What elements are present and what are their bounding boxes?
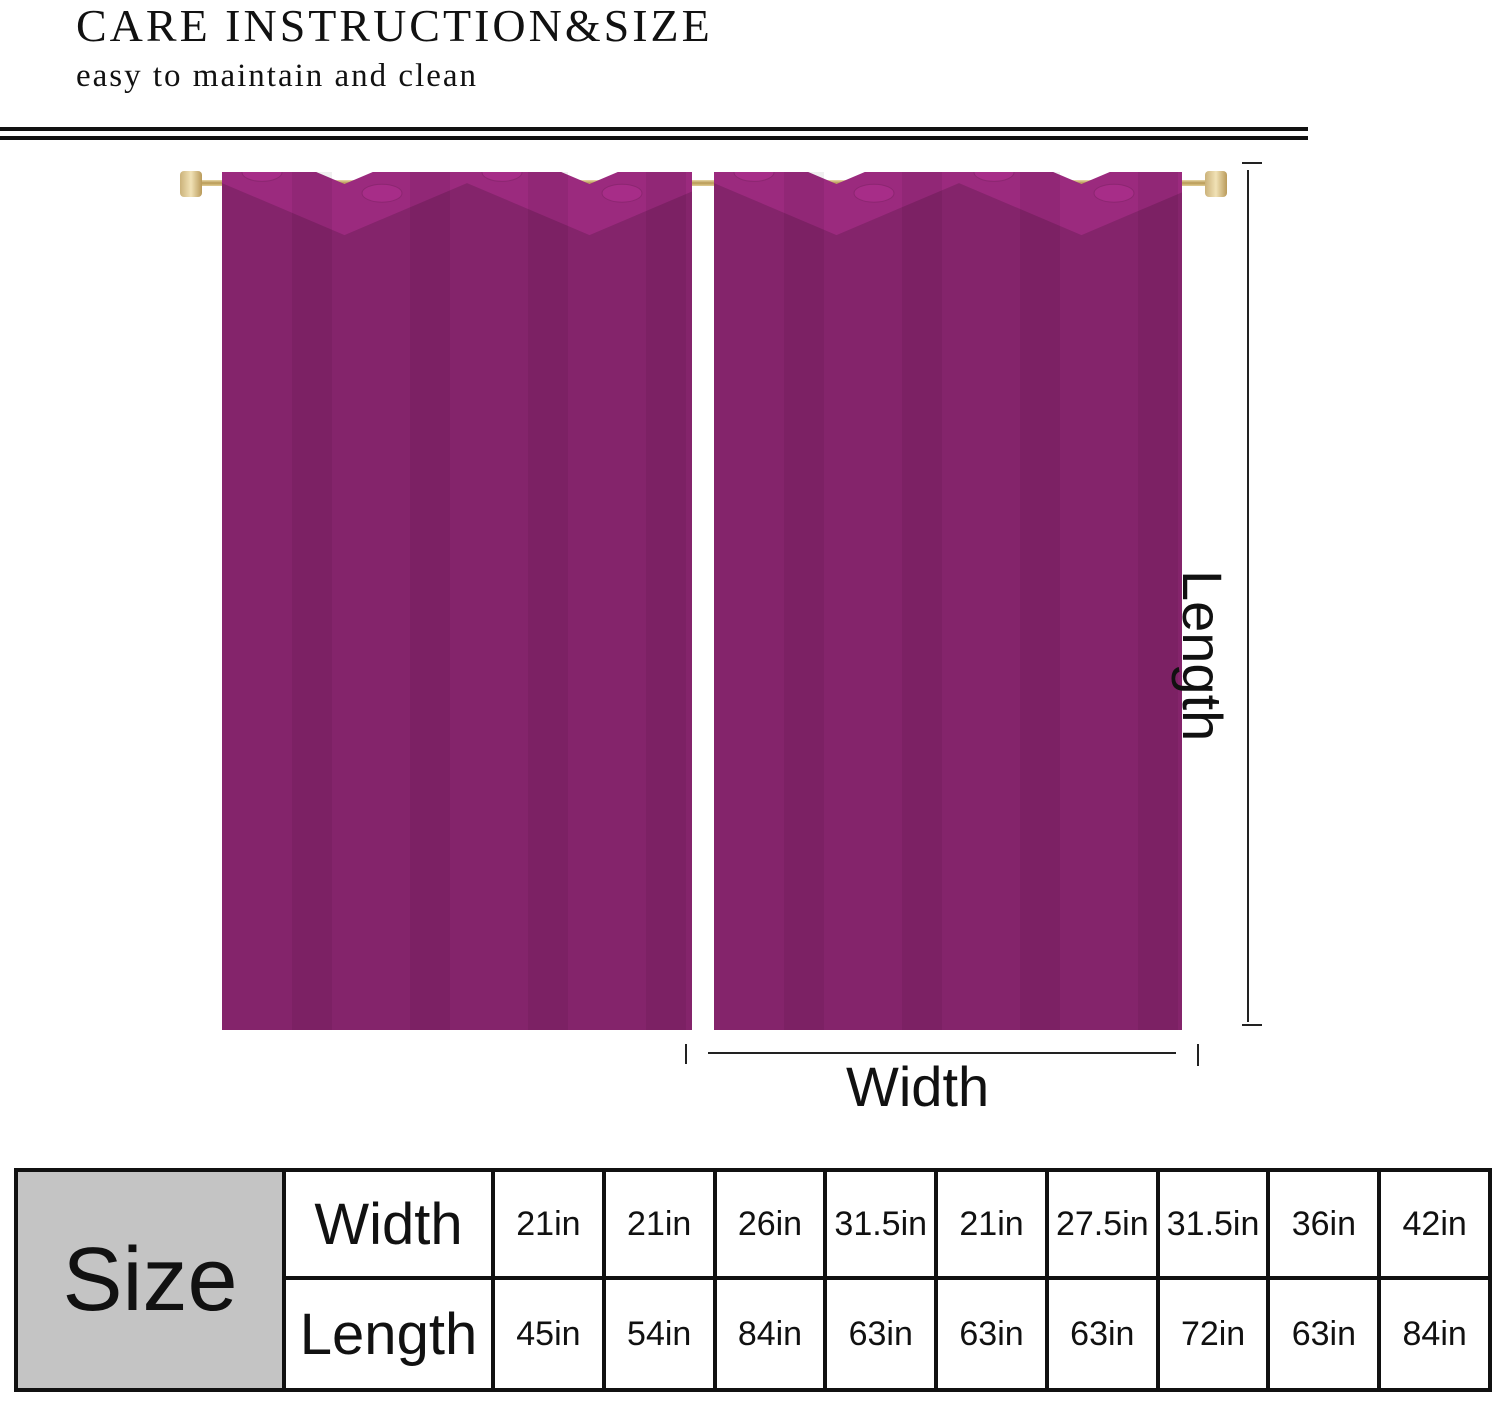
length-row-label: Length: [286, 1280, 495, 1388]
width-cell: 21in: [606, 1172, 717, 1276]
curtain-stripe-shade: [714, 183, 1182, 1030]
curtain-fold: [784, 172, 824, 1030]
curtain-fold: [646, 172, 686, 1030]
brick-stud: [361, 183, 403, 203]
rod-finial-right: [1205, 171, 1227, 197]
length-row: Length 45in 54in 84in 63in 63in 63in 72i…: [286, 1280, 1488, 1388]
width-cell: 21in: [495, 1172, 606, 1276]
width-cell: 31.5in: [827, 1172, 939, 1276]
curtain-fold: [1020, 172, 1060, 1030]
width-dimension-line: [708, 1052, 1176, 1054]
brick-stud: [733, 172, 775, 182]
length-cell: 84in: [717, 1280, 828, 1388]
curtain-fold: [292, 172, 332, 1030]
header-divider-top: [0, 127, 1308, 131]
curtain-rod: [182, 180, 1222, 186]
width-label: Width: [846, 1055, 990, 1118]
width-cell: 42in: [1402, 1204, 1467, 1243]
curtain-fold: [410, 172, 450, 1030]
length-cell: 63in: [1270, 1280, 1382, 1388]
width-row: Width 21in 21in 26in 31.5in 21in 27.5in …: [286, 1172, 1488, 1280]
length-cell: 45in: [495, 1280, 606, 1388]
length-cell: 84in: [1402, 1314, 1467, 1353]
length-tick-bottom: [1242, 1024, 1262, 1026]
brick-stud: [601, 183, 643, 203]
brick-stud: [853, 183, 895, 203]
width-row-label: Width: [286, 1172, 495, 1276]
curtain-fold: [902, 172, 942, 1030]
length-cell: 63in: [1049, 1280, 1160, 1388]
brick-stud: [241, 172, 283, 182]
width-cell: 31.5in: [1160, 1172, 1271, 1276]
length-cell: 63in: [827, 1280, 939, 1388]
size-table: Size Width 21in 21in 26in 31.5in 21in 27…: [14, 1168, 1492, 1392]
curtain-fold: [528, 172, 568, 1030]
length-dimension-line: [1247, 170, 1249, 1022]
curtain-panel-left: [222, 172, 692, 1030]
brick-stud: [481, 172, 523, 182]
width-tick-right: [1197, 1044, 1199, 1066]
width-cell: 27.5in: [1049, 1172, 1160, 1276]
size-header: Size: [18, 1172, 286, 1388]
brick-stud: [1093, 183, 1135, 203]
brick-stud: [973, 172, 1015, 182]
rod-finial-left: [180, 171, 202, 197]
curtain-panel-right: [714, 172, 1182, 1030]
width-tick-left: [685, 1044, 687, 1064]
length-label: Length: [1171, 570, 1234, 742]
curtain-fold: [1138, 172, 1178, 1030]
length-cell: 72in: [1160, 1280, 1271, 1388]
width-cell: 36in: [1270, 1172, 1382, 1276]
width-cell: 26in: [717, 1172, 828, 1276]
page-subtitle: easy to maintain and clean: [76, 58, 479, 94]
page-title: CARE INSTRUCTION&SIZE: [76, 0, 713, 51]
header-divider-bottom: [0, 136, 1308, 140]
length-tick-top: [1242, 162, 1262, 164]
length-cell: 63in: [938, 1280, 1049, 1388]
width-cell: 21in: [938, 1172, 1049, 1276]
curtain-stripe-shade: [222, 183, 692, 1030]
length-cell: 54in: [606, 1280, 717, 1388]
